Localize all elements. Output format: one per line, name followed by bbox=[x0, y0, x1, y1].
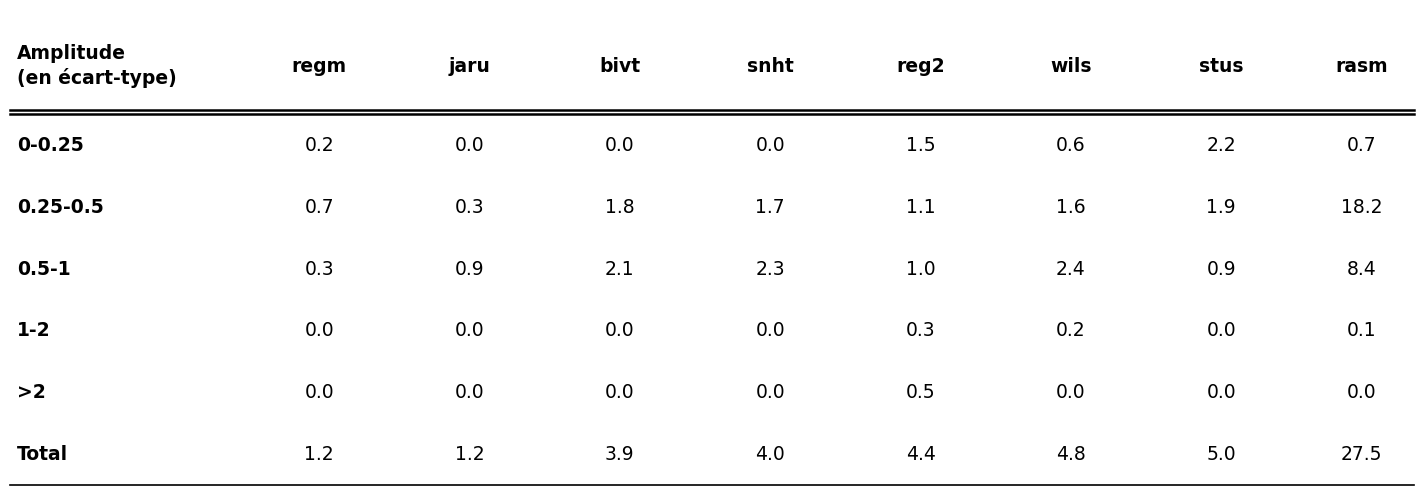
Text: rasm: rasm bbox=[1336, 57, 1388, 75]
Text: 0.0: 0.0 bbox=[1206, 321, 1236, 340]
Text: >2: >2 bbox=[17, 383, 46, 402]
Text: 4.8: 4.8 bbox=[1057, 445, 1085, 464]
Text: 0.1: 0.1 bbox=[1347, 321, 1377, 340]
Text: 2.4: 2.4 bbox=[1057, 260, 1085, 278]
Text: 0.5-1: 0.5-1 bbox=[17, 260, 71, 278]
Text: regm: regm bbox=[292, 57, 346, 75]
Text: 0.0: 0.0 bbox=[755, 321, 785, 340]
Text: 0.0: 0.0 bbox=[755, 383, 785, 402]
Text: 4.4: 4.4 bbox=[906, 445, 936, 464]
Text: 1-2: 1-2 bbox=[17, 321, 51, 340]
Text: jaru: jaru bbox=[449, 57, 490, 75]
Text: Total: Total bbox=[17, 445, 68, 464]
Text: 1.7: 1.7 bbox=[755, 198, 785, 217]
Text: Amplitude
(en écart-type): Amplitude (en écart-type) bbox=[17, 44, 177, 88]
Text: 0.2: 0.2 bbox=[1057, 321, 1085, 340]
Text: 0.0: 0.0 bbox=[305, 321, 333, 340]
Text: 0.0: 0.0 bbox=[605, 136, 635, 155]
Text: 0.0: 0.0 bbox=[1347, 383, 1377, 402]
Text: 0-0.25: 0-0.25 bbox=[17, 136, 84, 155]
Text: 0.3: 0.3 bbox=[305, 260, 333, 278]
Text: 1.2: 1.2 bbox=[454, 445, 484, 464]
Text: 1.5: 1.5 bbox=[906, 136, 936, 155]
Text: 0.3: 0.3 bbox=[906, 321, 936, 340]
Text: reg2: reg2 bbox=[896, 57, 944, 75]
Text: 2.2: 2.2 bbox=[1206, 136, 1236, 155]
Text: 0.9: 0.9 bbox=[454, 260, 484, 278]
Text: 1.2: 1.2 bbox=[305, 445, 333, 464]
Text: 5.0: 5.0 bbox=[1206, 445, 1236, 464]
Text: 8.4: 8.4 bbox=[1347, 260, 1377, 278]
Text: wils: wils bbox=[1049, 57, 1092, 75]
Text: 1.8: 1.8 bbox=[605, 198, 635, 217]
Text: 0.9: 0.9 bbox=[1206, 260, 1236, 278]
Text: 0.0: 0.0 bbox=[454, 321, 484, 340]
Text: 1.6: 1.6 bbox=[1057, 198, 1085, 217]
Text: 0.0: 0.0 bbox=[1057, 383, 1085, 402]
Text: 0.0: 0.0 bbox=[755, 136, 785, 155]
Text: 0.6: 0.6 bbox=[1057, 136, 1085, 155]
Text: 0.3: 0.3 bbox=[454, 198, 484, 217]
Text: 0.0: 0.0 bbox=[605, 383, 635, 402]
Text: 0.2: 0.2 bbox=[305, 136, 333, 155]
Text: 0.0: 0.0 bbox=[1206, 383, 1236, 402]
Text: 0.0: 0.0 bbox=[305, 383, 333, 402]
Text: 2.3: 2.3 bbox=[755, 260, 785, 278]
Text: 27.5: 27.5 bbox=[1341, 445, 1383, 464]
Text: 0.0: 0.0 bbox=[454, 383, 484, 402]
Text: 0.5: 0.5 bbox=[906, 383, 936, 402]
Text: 2.1: 2.1 bbox=[605, 260, 635, 278]
Text: stus: stus bbox=[1199, 57, 1243, 75]
Text: 3.9: 3.9 bbox=[605, 445, 635, 464]
Text: 1.1: 1.1 bbox=[906, 198, 936, 217]
Text: 0.0: 0.0 bbox=[454, 136, 484, 155]
Text: 1.9: 1.9 bbox=[1206, 198, 1236, 217]
Text: snht: snht bbox=[746, 57, 793, 75]
Text: 0.7: 0.7 bbox=[305, 198, 333, 217]
Text: 4.0: 4.0 bbox=[755, 445, 785, 464]
Text: 0.25-0.5: 0.25-0.5 bbox=[17, 198, 104, 217]
Text: 0.7: 0.7 bbox=[1347, 136, 1377, 155]
Text: bivt: bivt bbox=[600, 57, 641, 75]
Text: 18.2: 18.2 bbox=[1341, 198, 1383, 217]
Text: 0.0: 0.0 bbox=[605, 321, 635, 340]
Text: 1.0: 1.0 bbox=[906, 260, 936, 278]
